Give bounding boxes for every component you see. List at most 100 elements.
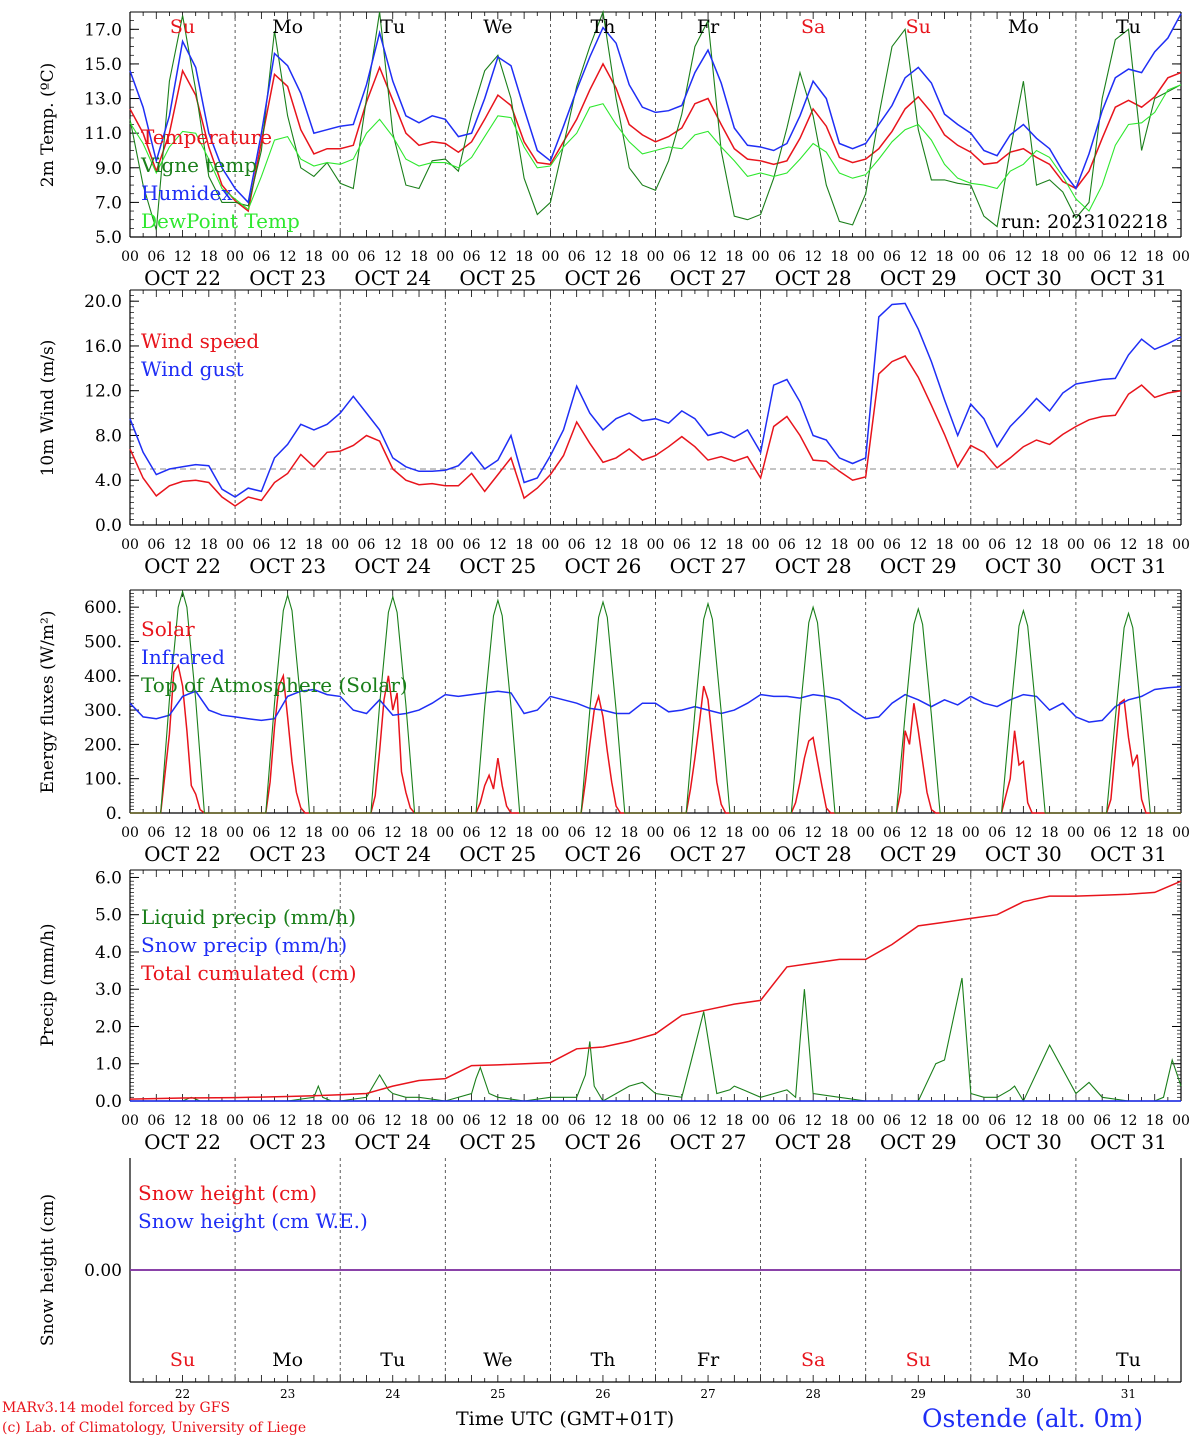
- hour-tick-label: 12: [1014, 537, 1032, 553]
- hour-tick-label: 18: [725, 1113, 743, 1129]
- legend-entry: Snow height (cm W.E.): [138, 1209, 368, 1233]
- hour-tick-label: 18: [936, 249, 954, 265]
- hour-tick-label: 12: [909, 1113, 927, 1129]
- hour-tick-label: 00: [121, 1113, 139, 1129]
- hour-tick-label: 00: [1172, 1113, 1190, 1129]
- hour-tick-label: 18: [1146, 825, 1164, 841]
- hour-tick-label: 06: [988, 825, 1006, 841]
- hour-tick-label: 06: [778, 537, 796, 553]
- weekday-label: Mo: [1008, 1349, 1039, 1371]
- date-label: OCT 25: [459, 1130, 536, 1154]
- weekday-label: Tu: [1116, 1349, 1141, 1371]
- date-label: OCT 26: [565, 1130, 642, 1154]
- y-tick-label: 13.0: [84, 90, 122, 110]
- hour-tick-label: 06: [778, 825, 796, 841]
- hour-tick-label: 12: [384, 825, 402, 841]
- hour-tick-label: 00: [436, 249, 454, 265]
- lab-credit-line: (c) Lab. of Climatology, University of L…: [2, 1420, 307, 1436]
- y-tick-label: 17.0: [84, 20, 122, 40]
- hour-tick-label: 06: [147, 537, 165, 553]
- legend-entry: Snow height (cm): [138, 1181, 317, 1205]
- day-number-label: 23: [280, 1387, 295, 1401]
- date-label: OCT 27: [670, 266, 747, 290]
- hour-tick-label: 00: [1067, 249, 1085, 265]
- hour-tick-label: 12: [1120, 1113, 1138, 1129]
- legend-entry: Infrared: [141, 645, 225, 669]
- hour-tick-label: 12: [804, 249, 822, 265]
- day-number-label: 30: [1016, 1387, 1031, 1401]
- weekday-label: Fr: [697, 16, 720, 38]
- hour-tick-label: 06: [463, 537, 481, 553]
- y-tick-label: 200.: [84, 735, 122, 755]
- hour-tick-label: 00: [331, 825, 349, 841]
- legend-entry: DewPoint Temp: [141, 209, 300, 233]
- hour-tick-label: 06: [988, 249, 1006, 265]
- hour-tick-label: 00: [857, 537, 875, 553]
- y-tick-label: 2.0: [95, 1017, 122, 1037]
- weekday-label: Sa: [801, 1349, 825, 1371]
- day-number-label: 26: [595, 1387, 610, 1401]
- day-number-label: 22: [175, 1387, 190, 1401]
- hour-tick-label: 18: [200, 825, 218, 841]
- date-label: OCT 26: [565, 842, 642, 866]
- hour-tick-label: 12: [279, 825, 297, 841]
- x-axis-title: Time UTC (GMT+01T): [456, 1408, 675, 1430]
- hour-tick-label: 18: [831, 825, 849, 841]
- hour-tick-label: 00: [331, 249, 349, 265]
- hour-tick-label: 00: [121, 249, 139, 265]
- hour-tick-label: 12: [174, 537, 192, 553]
- hour-tick-label: 06: [1093, 1113, 1111, 1129]
- y-tick-label: 5.0: [95, 228, 122, 248]
- weekday-label: Sa: [801, 16, 825, 38]
- hour-tick-label: 06: [252, 537, 270, 553]
- hour-tick-label: 00: [226, 1113, 244, 1129]
- date-label: OCT 30: [985, 1130, 1062, 1154]
- hour-tick-label: 18: [305, 537, 323, 553]
- hour-tick-label: 00: [1067, 825, 1085, 841]
- hour-tick-label: 06: [883, 537, 901, 553]
- hour-tick-label: 18: [1041, 825, 1059, 841]
- hour-tick-label: 06: [988, 1113, 1006, 1129]
- y-tick-label: 0.: [106, 804, 122, 824]
- hour-tick-label: 12: [174, 825, 192, 841]
- hour-tick-label: 18: [1146, 537, 1164, 553]
- hour-tick-label: 12: [699, 537, 717, 553]
- date-label: OCT 28: [775, 1130, 852, 1154]
- date-label: OCT 23: [249, 266, 326, 290]
- series-line-humidex: [129, 13, 1182, 204]
- date-label: OCT 31: [1090, 1130, 1167, 1154]
- hour-tick-label: 12: [489, 537, 507, 553]
- hour-tick-label: 12: [279, 1113, 297, 1129]
- date-label: OCT 28: [775, 842, 852, 866]
- y-tick-label: 4.0: [95, 943, 122, 963]
- y-tick-label: 5.0: [95, 906, 122, 926]
- date-label: OCT 26: [565, 554, 642, 578]
- hour-tick-label: 06: [883, 249, 901, 265]
- weekday-label: We: [483, 16, 512, 38]
- hour-tick-label: 00: [857, 825, 875, 841]
- hour-tick-label: 18: [515, 1113, 533, 1129]
- weekday-label: Tu: [380, 16, 405, 38]
- hour-tick-label: 18: [831, 537, 849, 553]
- hour-tick-label: 00: [226, 537, 244, 553]
- date-label: OCT 23: [249, 1130, 326, 1154]
- hour-tick-label: 06: [147, 825, 165, 841]
- date-label: OCT 22: [144, 554, 221, 578]
- hour-tick-label: 06: [252, 825, 270, 841]
- hour-tick-label: 18: [1146, 249, 1164, 265]
- date-label: OCT 24: [354, 554, 431, 578]
- hour-tick-label: 06: [673, 537, 691, 553]
- series-line-dewpoint-temp: [129, 84, 1182, 212]
- day-number-label: 25: [490, 1387, 505, 1401]
- y-tick-label: 0.0: [95, 516, 122, 536]
- weekday-label: Su: [906, 1349, 931, 1371]
- hour-tick-label: 18: [515, 825, 533, 841]
- hour-tick-label: 00: [541, 537, 559, 553]
- y-tick-label: 8.0: [95, 426, 122, 446]
- hour-tick-label: 00: [1172, 537, 1190, 553]
- weekday-label: Mo: [272, 16, 303, 38]
- series-line-wind-gust: [129, 302, 1182, 498]
- date-label: OCT 27: [670, 842, 747, 866]
- legend-entry: Solar: [141, 617, 195, 641]
- date-label: OCT 28: [775, 266, 852, 290]
